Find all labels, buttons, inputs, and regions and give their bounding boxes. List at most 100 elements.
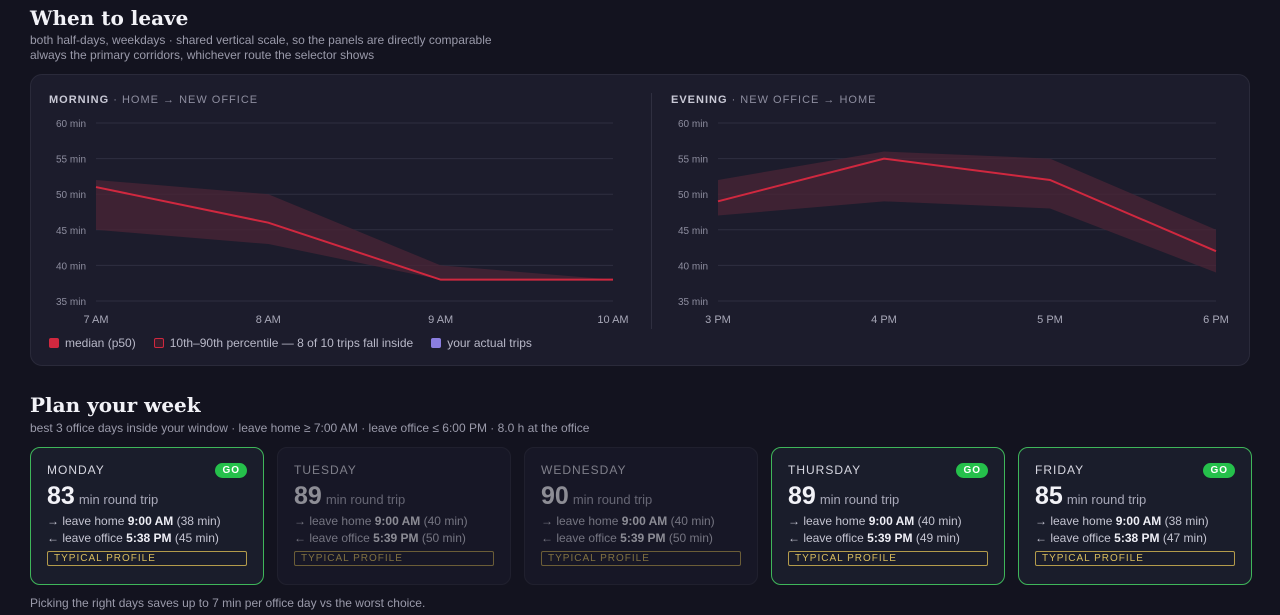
y-tick-label: 60 min	[678, 119, 708, 130]
week-title: Plan your week	[30, 393, 201, 417]
leave-home-duration: (38 min)	[176, 514, 221, 528]
leave-office-prefix: ← leave office	[541, 531, 617, 545]
page-subtitle-2: always the primary corridors, whichever …	[30, 48, 375, 62]
legend-trips: your actual trips	[431, 336, 532, 350]
leave-office-row: ← leave office 5:39 PM (50 min)	[294, 531, 494, 545]
profile-tag: TYPICAL PROFILE	[294, 551, 494, 566]
leave-office-row: ← leave office 5:39 PM (50 min)	[541, 531, 741, 545]
day-name: FRIDAY	[1035, 463, 1085, 477]
x-tick-label: 8 AM	[256, 314, 281, 326]
round-trip-unit: min round trip	[78, 492, 159, 507]
morning-route: · HOME → NEW OFFICE	[113, 94, 259, 106]
percentile-band	[96, 179, 613, 280]
leave-office-time: 5:38 PM	[126, 531, 172, 545]
round-trip-unit: min round trip	[819, 492, 900, 507]
legend-trips-swatch	[431, 338, 442, 348]
profile-tag: TYPICAL PROFILE	[541, 551, 741, 566]
leave-home-row: → leave home 9:00 AM (38 min)	[47, 514, 247, 528]
profile-tag: TYPICAL PROFILE	[47, 551, 247, 566]
leave-home-duration: (40 min)	[670, 514, 715, 528]
evening-chart: 35 min 40 min 45 min 50 min 55 min 60 min 3 PM…	[678, 119, 1229, 326]
x-tick-label: 6 PM	[1203, 314, 1229, 326]
day-card-wednesday[interactable]: WEDNESDAY 90 min round trip → leave home …	[524, 447, 758, 585]
day-card-thursday[interactable]: THURSDAY GO 89 min round trip → leave hom…	[771, 447, 1005, 585]
day-card-friday[interactable]: FRIDAY GO 85 min round trip → leave home …	[1018, 447, 1252, 585]
evening-route: · NEW OFFICE → HOME	[731, 94, 877, 106]
evening-panel-title: EVENING	[671, 94, 728, 106]
round-trip-total: 83	[47, 482, 75, 510]
leave-office-row: ← leave office 5:39 PM (49 min)	[788, 531, 988, 545]
leave-office-prefix: ← leave office	[1035, 531, 1111, 545]
round-trip-unit: min round trip	[572, 492, 653, 507]
legend-band: 10th–90th percentile — 8 of 10 trips fal…	[153, 336, 414, 350]
x-tick-label: 4 PM	[871, 314, 897, 326]
evening-panel-label: EVENING · NEW OFFICE → HOME	[671, 94, 876, 106]
round-trip-total: 89	[788, 482, 816, 510]
legend-band-label: 10th–90th percentile — 8 of 10 trips fal…	[169, 336, 414, 350]
morning-panel-label: MORNING · HOME → NEW OFFICE	[49, 94, 258, 106]
leave-home-prefix: → leave home	[47, 514, 125, 528]
leave-office-prefix: ← leave office	[788, 531, 864, 545]
legend-trips-label: your actual trips	[447, 336, 532, 350]
y-tick-label: 40 min	[678, 261, 708, 272]
day-cards: MONDAY GO 83 min round trip → leave home …	[30, 447, 1252, 585]
x-tick-label: 5 PM	[1037, 314, 1063, 326]
y-tick-label: 45 min	[56, 226, 86, 237]
footer-note: Picking the right days saves up to 7 min…	[30, 596, 426, 610]
x-tick-label: 7 AM	[83, 314, 108, 326]
morning-chart: 35 min 40 min 45 min 50 min 55 min 60 min 7 AM…	[56, 119, 629, 326]
leave-office-duration: (45 min)	[174, 531, 219, 545]
leave-home-time: 9:00 AM	[1115, 514, 1162, 528]
leave-office-time: 5:39 PM	[867, 531, 913, 545]
day-card-monday[interactable]: MONDAY GO 83 min round trip → leave home …	[30, 447, 264, 585]
y-tick-label: 55 min	[56, 155, 86, 166]
x-tick-label: 10 AM	[597, 314, 628, 326]
week-subtitle: best 3 office days inside your window · …	[30, 421, 590, 435]
day-card-tuesday[interactable]: TUESDAY 89 min round trip → leave home 9:…	[277, 447, 511, 585]
leave-home-duration: (40 min)	[917, 514, 962, 528]
percentile-band	[718, 151, 1216, 273]
x-tick-label: 9 AM	[428, 314, 453, 326]
panel-divider	[651, 93, 652, 329]
leave-home-row: → leave home 9:00 AM (40 min)	[294, 514, 494, 528]
leave-office-row: ← leave office 5:38 PM (47 min)	[1035, 531, 1235, 545]
leave-office-time: 5:38 PM	[1114, 531, 1160, 545]
leave-home-row: → leave home 9:00 AM (40 min)	[541, 514, 741, 528]
legend-median-swatch	[49, 338, 59, 348]
chart-legend: median (p50) 10th–90th percentile — 8 of…	[49, 336, 532, 350]
legend-band-swatch	[153, 338, 164, 348]
leave-home-time: 9:00 AM	[621, 514, 668, 528]
leave-home-time: 9:00 AM	[868, 514, 915, 528]
leave-office-time: 5:39 PM	[373, 531, 419, 545]
y-tick-label: 60 min	[56, 119, 86, 130]
leave-office-prefix: ← leave office	[294, 531, 370, 545]
y-tick-label: 35 min	[678, 297, 708, 308]
day-name: MONDAY	[47, 463, 105, 477]
leave-home-duration: (38 min)	[1164, 514, 1209, 528]
leave-office-prefix: ← leave office	[47, 531, 123, 545]
y-tick-label: 40 min	[56, 261, 86, 272]
go-badge: GO	[956, 463, 988, 478]
leave-office-time: 5:39 PM	[620, 531, 666, 545]
profile-tag: TYPICAL PROFILE	[788, 551, 988, 566]
day-name: WEDNESDAY	[541, 463, 627, 477]
leave-home-duration: (40 min)	[423, 514, 468, 528]
go-badge: GO	[1203, 463, 1235, 478]
chart-card: MORNING · HOME → NEW OFFICE EVENING · NE…	[30, 74, 1250, 366]
round-trip-total: 85	[1035, 482, 1063, 510]
day-name: TUESDAY	[294, 463, 357, 477]
round-trip-total: 89	[294, 482, 322, 510]
y-tick-label: 45 min	[678, 226, 708, 237]
leave-home-prefix: → leave home	[788, 514, 866, 528]
leave-office-duration: (49 min)	[915, 531, 960, 545]
page-subtitle: both half-days, weekdays · shared vertic…	[30, 33, 492, 47]
legend-median-label: median (p50)	[65, 336, 136, 350]
leave-home-time: 9:00 AM	[127, 514, 174, 528]
x-tick-label: 3 PM	[705, 314, 731, 326]
round-trip-unit: min round trip	[325, 492, 406, 507]
leave-office-duration: (47 min)	[1162, 531, 1207, 545]
go-badge: GO	[215, 463, 247, 478]
median-line	[717, 157, 1217, 253]
leave-home-row: → leave home 9:00 AM (40 min)	[788, 514, 988, 528]
leave-home-prefix: → leave home	[1035, 514, 1113, 528]
